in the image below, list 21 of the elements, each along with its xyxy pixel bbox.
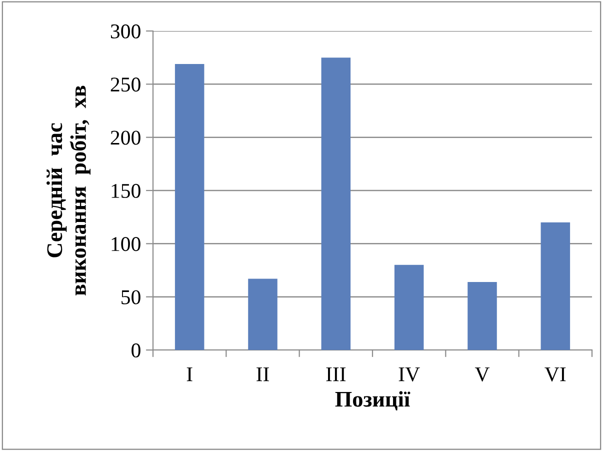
y-axis-title: Середній час виконання робіт, хв (46, 86, 90, 296)
x-tick-label: II (256, 367, 269, 382)
y-tick-label: 50 (122, 290, 140, 304)
bar (321, 58, 351, 350)
x-tick-label: VI (544, 367, 566, 382)
bar (248, 278, 278, 350)
y-tick-label: 200 (110, 130, 140, 145)
y-tick-label: 0 (132, 343, 140, 358)
bar (468, 282, 497, 350)
bar (394, 264, 424, 350)
x-axis-title: Позиції (335, 391, 410, 410)
y-tick-label: 100 (112, 237, 140, 252)
x-tick-label: IV (398, 367, 420, 382)
bar (174, 64, 204, 350)
y-tick-label: 300 (110, 24, 140, 38)
x-tick-label: III (326, 367, 346, 382)
x-tick-label: I (186, 367, 192, 382)
bar (540, 222, 570, 350)
y-tick-label: 150 (112, 184, 140, 198)
y-tick-label: 250 (110, 78, 140, 92)
x-tick-label: V (474, 367, 490, 382)
